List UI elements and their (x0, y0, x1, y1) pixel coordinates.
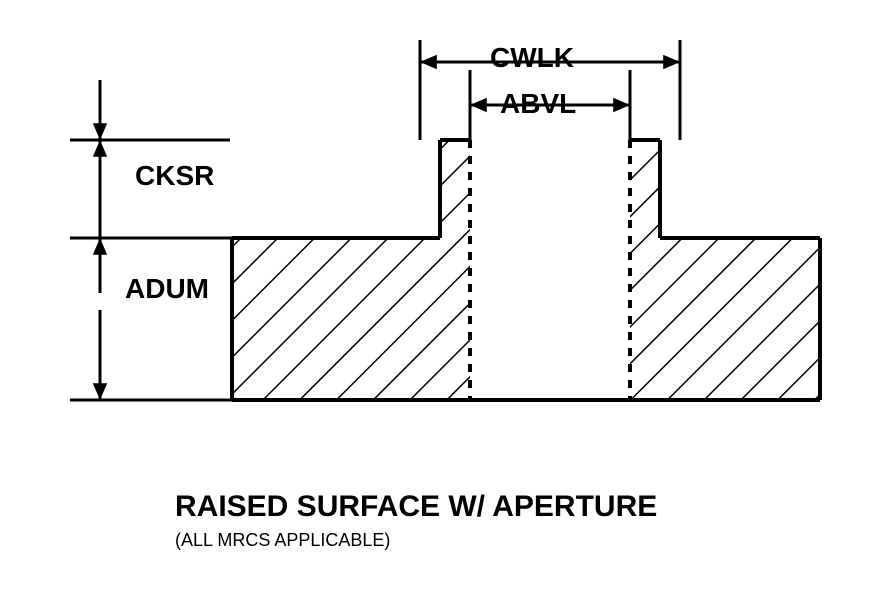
diagram-title: RAISED SURFACE W/ APERTURE (175, 490, 657, 524)
diagram-container: CWLK ABVL CKSR ADUM RAISED SURFACE W/ AP… (0, 0, 883, 613)
label-cksr: CKSR (135, 160, 214, 192)
diagram-subtitle: (ALL MRCS APPLICABLE) (175, 530, 390, 551)
label-cwlk: CWLK (490, 42, 574, 74)
label-adum: ADUM (125, 273, 209, 305)
label-abvl: ABVL (500, 88, 576, 120)
